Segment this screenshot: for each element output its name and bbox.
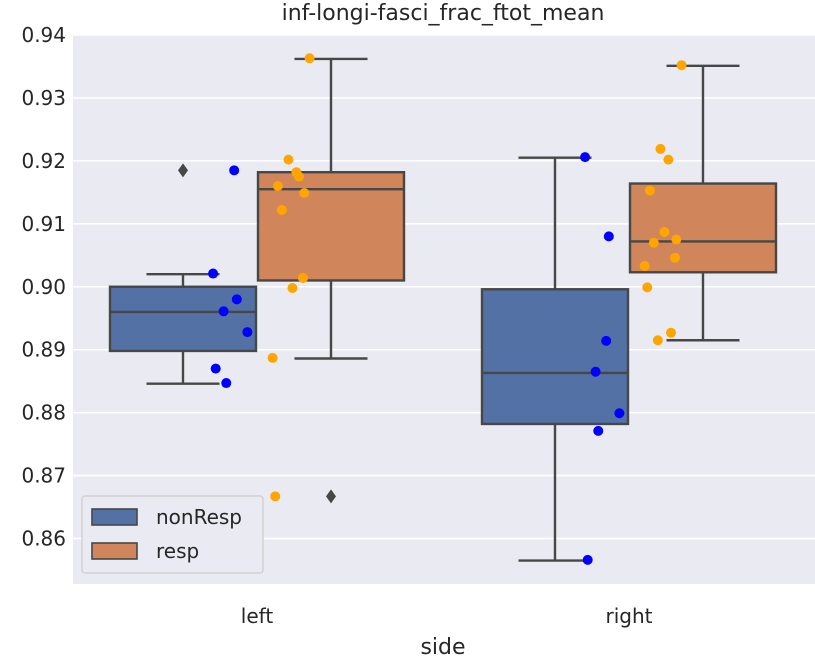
y-tick-label: 0.94 — [21, 23, 66, 47]
x-axis-label: side — [420, 635, 465, 660]
data-point-resp — [655, 143, 666, 154]
data-point-resp — [276, 204, 287, 215]
data-point-resp — [652, 335, 663, 346]
box-nonResp-right — [480, 288, 630, 426]
data-point-resp — [299, 187, 310, 198]
data-point-nonResp — [614, 408, 625, 419]
outlier-marker — [326, 489, 336, 504]
data-point-resp — [304, 53, 315, 64]
y-tick-label: 0.87 — [21, 464, 66, 488]
legend-label-nonResp: nonResp — [156, 505, 242, 529]
x-tick-labels: left right — [241, 604, 653, 628]
data-point-resp — [270, 491, 281, 502]
data-point-nonResp — [218, 306, 229, 317]
data-point-resp — [644, 185, 655, 196]
data-point-resp — [663, 154, 674, 165]
x-tick-label: right — [606, 604, 653, 628]
legend-swatch-resp — [91, 542, 138, 560]
data-point-nonResp — [603, 231, 614, 242]
data-point-nonResp — [242, 327, 253, 338]
points-layer — [208, 53, 687, 565]
y-tick-label: 0.90 — [21, 275, 66, 299]
box-resp-right — [628, 182, 778, 274]
y-tick-label: 0.88 — [21, 401, 66, 425]
data-point-resp — [666, 327, 677, 338]
boxes-layer — [108, 57, 778, 562]
data-point-nonResp — [221, 378, 232, 389]
box-nonResp-left — [108, 285, 258, 353]
y-tick-label: 0.92 — [21, 149, 66, 173]
data-point-resp — [287, 283, 298, 294]
chart-title: inf-longi-fasci_frac_ftot_mean — [282, 1, 605, 26]
y-tick-label: 0.89 — [21, 338, 66, 362]
data-point-resp — [294, 171, 305, 182]
outlier-marker — [178, 163, 188, 178]
x-tick-label: left — [241, 604, 274, 628]
legend-label-resp: resp — [156, 539, 199, 563]
y-tick-label: 0.86 — [21, 527, 66, 551]
y-tick-label: 0.91 — [21, 212, 66, 236]
data-point-resp — [267, 352, 278, 363]
data-point-nonResp — [593, 425, 604, 436]
data-point-resp — [659, 226, 670, 237]
data-point-resp — [642, 282, 653, 293]
y-tick-label: 0.93 — [21, 86, 66, 110]
data-point-nonResp — [231, 294, 242, 305]
data-point-nonResp — [590, 366, 601, 377]
legend: nonResp resp — [81, 495, 264, 574]
data-point-nonResp — [208, 268, 219, 279]
data-point-resp — [648, 237, 659, 248]
legend-swatch-nonResp — [91, 508, 138, 526]
data-point-resp — [639, 260, 650, 271]
data-point-nonResp — [229, 165, 240, 176]
data-point-resp — [272, 181, 283, 192]
data-point-resp — [676, 60, 687, 71]
data-point-nonResp — [580, 152, 591, 163]
data-point-nonResp — [601, 335, 612, 346]
data-point-resp — [283, 154, 294, 165]
data-point-nonResp — [582, 554, 593, 565]
data-point-nonResp — [210, 363, 221, 374]
data-point-resp — [297, 272, 308, 283]
y-tick-labels: 0.86 0.87 0.88 0.89 0.90 0.91 0.92 0.93 0.94 — [21, 23, 66, 551]
data-point-resp — [669, 252, 680, 263]
data-point-resp — [671, 234, 682, 245]
